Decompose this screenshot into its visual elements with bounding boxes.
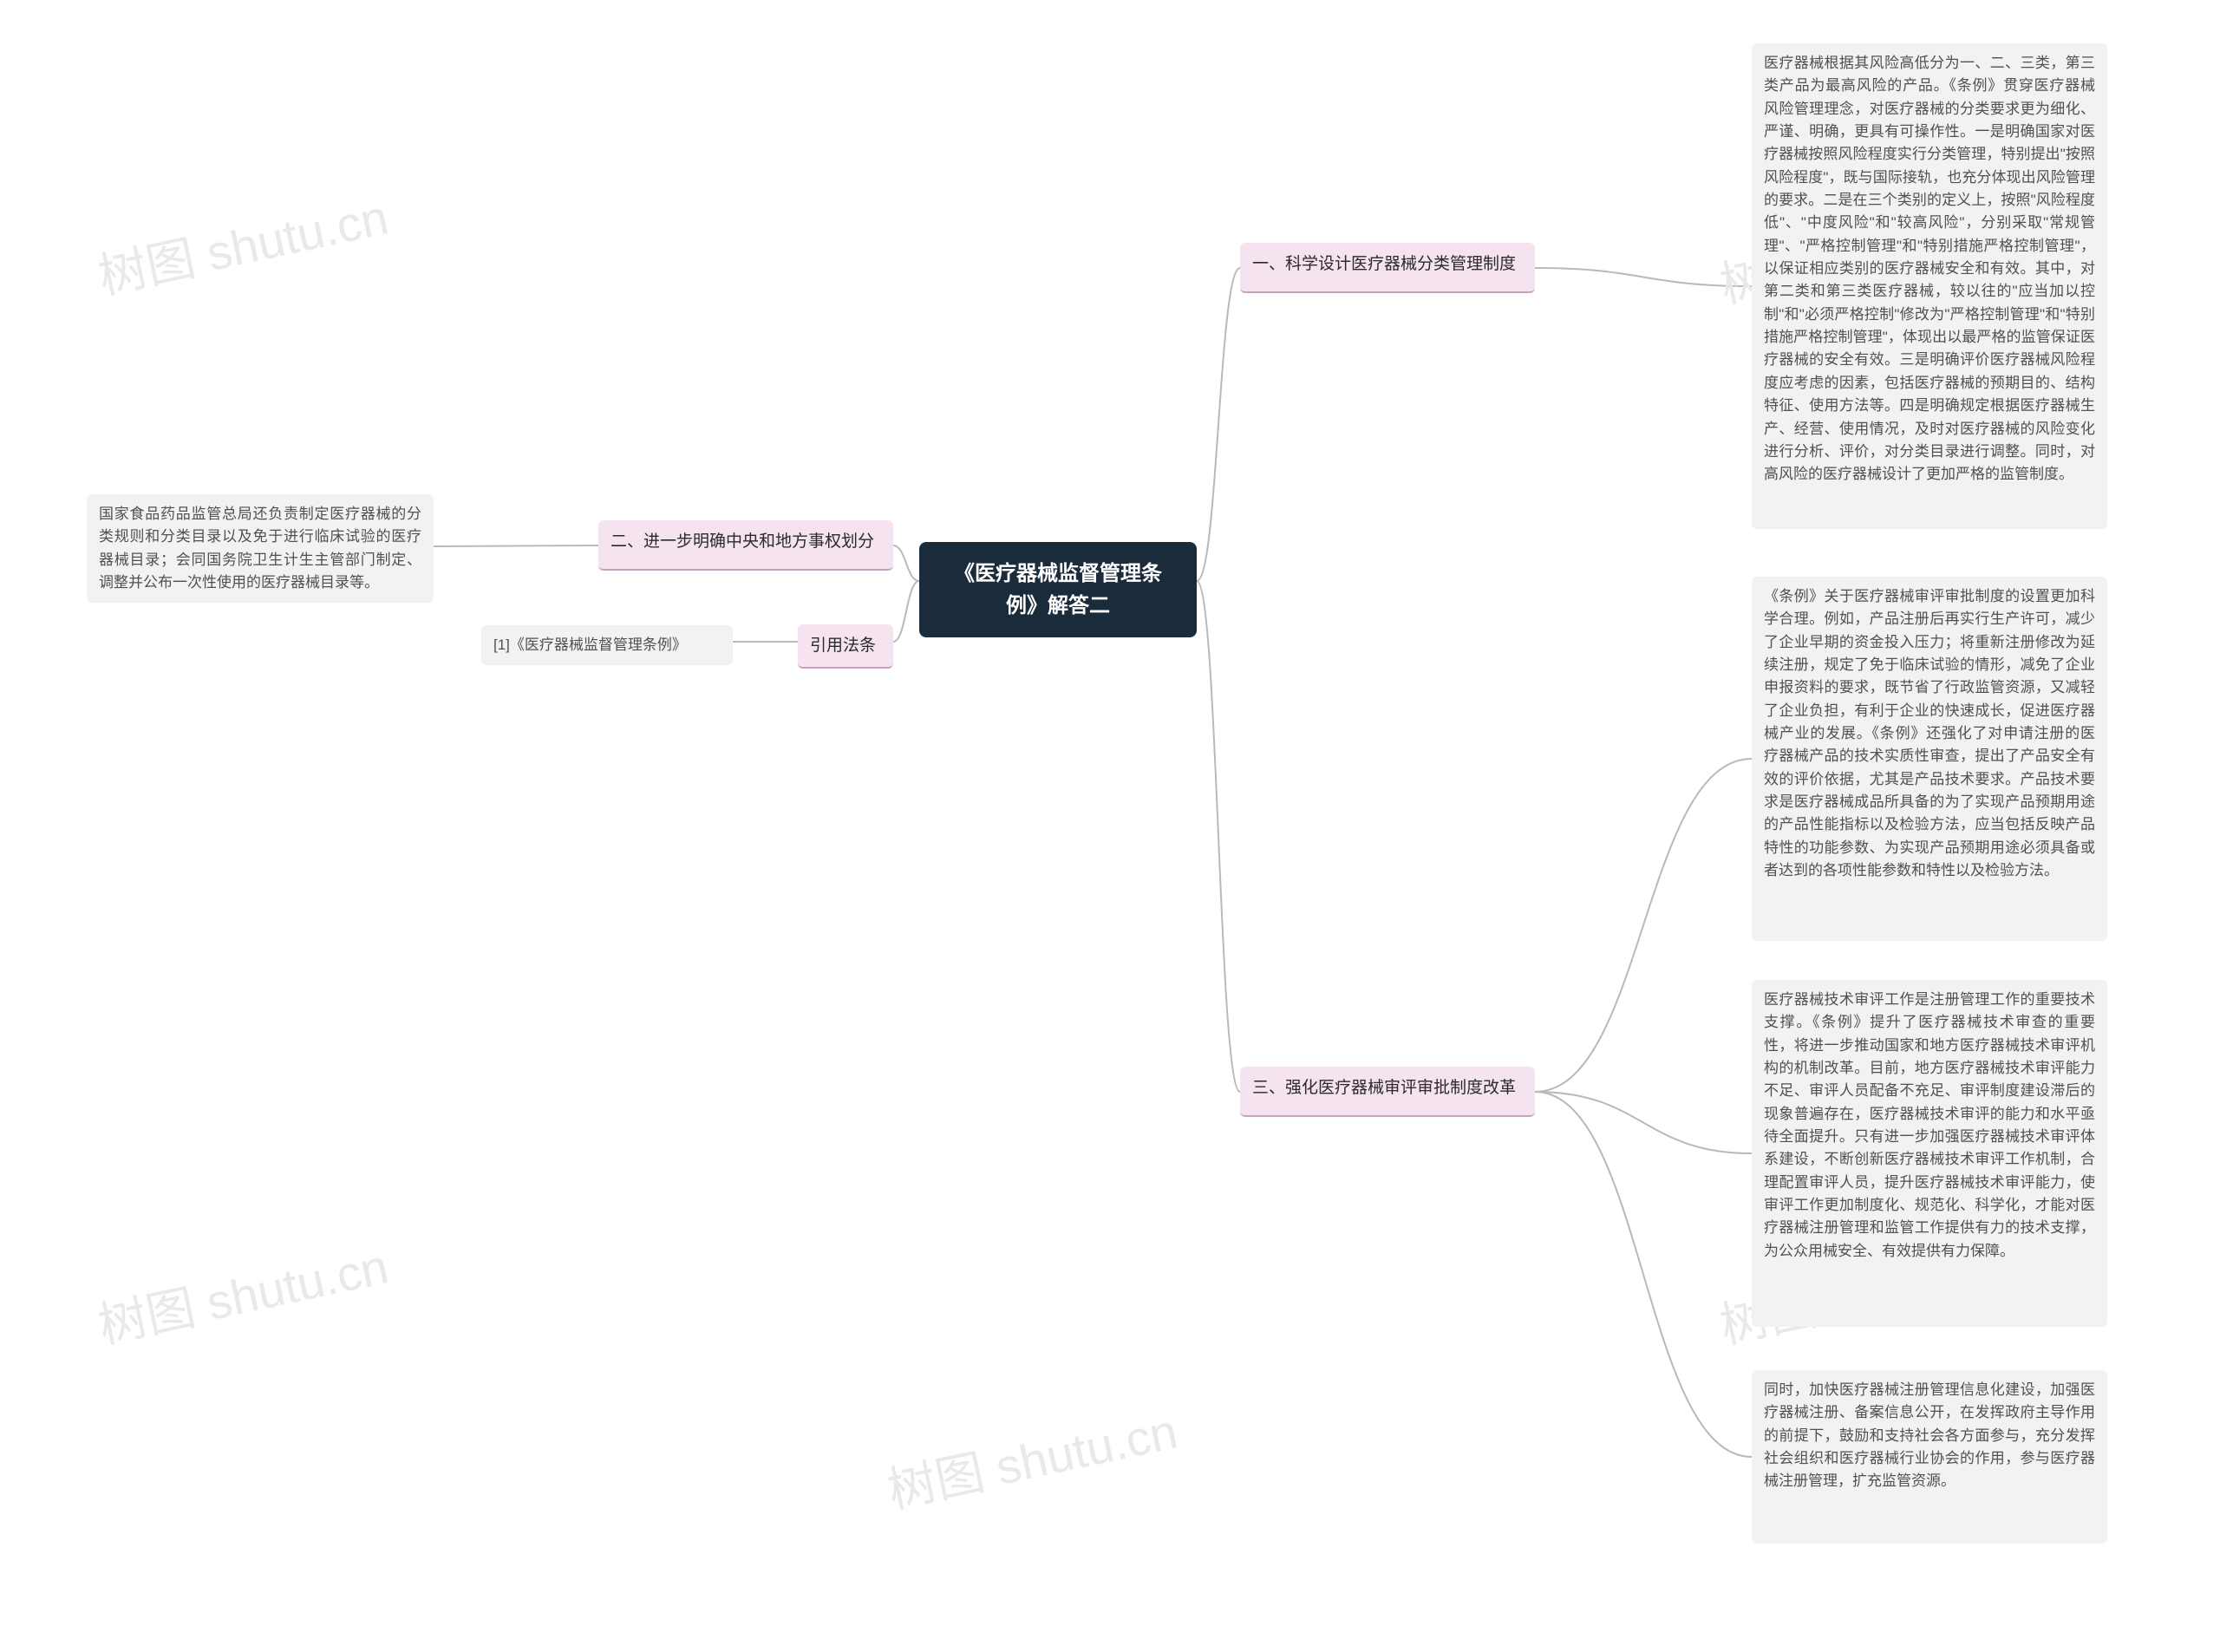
right-branch-1-label: 三、强化医疗器械审评审批制度改革 — [1252, 1079, 1516, 1097]
left-branch-1[interactable]: 引用法条 — [798, 624, 893, 669]
watermark: 树图 shutu.cn — [880, 1393, 1183, 1523]
connector — [1535, 1092, 1752, 1153]
connector — [1197, 268, 1240, 581]
connector — [1535, 759, 1752, 1092]
right-branch-0-label: 一、科学设计医疗器械分类管理制度 — [1252, 255, 1516, 273]
right-branch-1-leaf-2[interactable]: 同时，加快医疗器械注册管理信息化建设，加强医疗器械注册、备案信息公开，在发挥政府… — [1752, 1370, 2107, 1544]
right-branch-0[interactable]: 一、科学设计医疗器械分类管理制度 — [1240, 243, 1535, 293]
left-branch-0-label: 二、进一步明确中央和地方事权划分 — [610, 532, 874, 551]
right-branch-1-leaf-1[interactable]: 医疗器械技术审评工作是注册管理工作的重要技术支撑。《条例》提升了医疗器械技术审查… — [1752, 980, 2107, 1327]
right-branch-0-leaf-0[interactable]: 医疗器械根据其风险高低分为一、二、三类，第三类产品为最高风险的产品。《条例》贯穿… — [1752, 43, 2107, 529]
connector — [1197, 581, 1240, 1092]
connector — [893, 545, 919, 581]
connector — [1535, 268, 1752, 286]
watermark: 树图 shutu.cn — [91, 1228, 394, 1358]
left-branch-0-leaf-0-label: 国家食品药品监管总局还负责制定医疗器械的分类规则和分类目录以及免于进行临床试验的… — [99, 506, 421, 591]
right-branch-1-leaf-0-label: 《条例》关于医疗器械审评审批制度的设置更加科学合理。例如，产品注册后再实行生产许… — [1764, 588, 2095, 878]
center-node[interactable]: 《医疗器械监督管理条例》解答二 — [919, 542, 1197, 637]
right-branch-1-leaf-0[interactable]: 《条例》关于医疗器械审评审批制度的设置更加科学合理。例如，产品注册后再实行生产许… — [1752, 577, 2107, 941]
connector — [434, 545, 598, 546]
right-branch-1[interactable]: 三、强化医疗器械审评审批制度改革 — [1240, 1067, 1535, 1117]
left-branch-1-label: 引用法条 — [810, 637, 876, 655]
left-branch-0[interactable]: 二、进一步明确中央和地方事权划分 — [598, 520, 893, 571]
center-node-label: 《医疗器械监督管理条例》解答二 — [954, 562, 1162, 617]
connector — [893, 581, 919, 642]
mindmap-canvas: 树图 shutu.cn树图 shutu.cn树图 shutu.cn树图 shut… — [0, 0, 2220, 1652]
right-branch-1-leaf-1-label: 医疗器械技术审评工作是注册管理工作的重要技术支撑。《条例》提升了医疗器械技术审查… — [1764, 991, 2095, 1259]
connector — [1535, 1092, 1752, 1457]
watermark: 树图 shutu.cn — [91, 179, 394, 309]
right-branch-0-leaf-0-label: 医疗器械根据其风险高低分为一、二、三类，第三类产品为最高风险的产品。《条例》贯穿… — [1764, 55, 2095, 482]
left-branch-1-leaf-0[interactable]: [1]《医疗器械监督管理条例》 — [481, 625, 733, 665]
left-branch-1-leaf-0-label: [1]《医疗器械监督管理条例》 — [493, 637, 687, 653]
left-branch-0-leaf-0[interactable]: 国家食品药品监管总局还负责制定医疗器械的分类规则和分类目录以及免于进行临床试验的… — [87, 494, 434, 603]
right-branch-1-leaf-2-label: 同时，加快医疗器械注册管理信息化建设，加强医疗器械注册、备案信息公开，在发挥政府… — [1764, 1381, 2095, 1489]
